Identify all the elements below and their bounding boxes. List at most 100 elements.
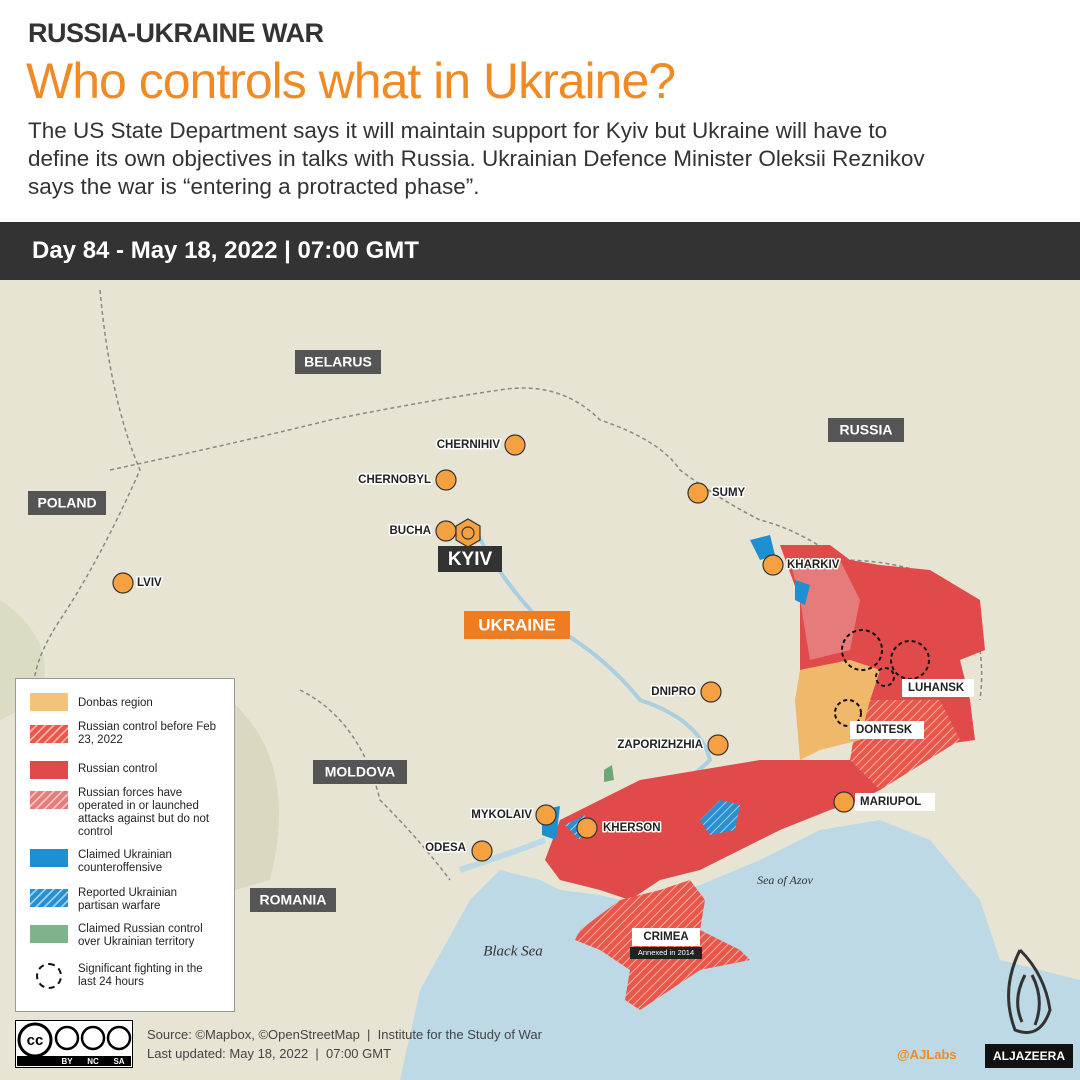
- legend-label: Russian control: [78, 763, 158, 775]
- description-line: The US State Department says it will mai…: [28, 118, 888, 143]
- label-box: [250, 888, 336, 912]
- country-label: RUSSIA: [840, 422, 893, 438]
- legend-swatch: [30, 889, 68, 907]
- legend-swatch: [30, 693, 68, 711]
- city-label: MYKOLAIV: [471, 809, 532, 821]
- handle: @AJLabs: [897, 1047, 957, 1062]
- fighting-circle: [875, 667, 895, 687]
- city-label: LVIV: [137, 577, 162, 589]
- description-line: define its own objectives in talks with …: [28, 146, 925, 171]
- legend-label: Claimed Russian control over Ukrainian t…: [78, 923, 203, 948]
- date-banner: Day 84 - May 18, 2022 | 07:00 GMT: [0, 222, 1080, 280]
- source: Source: ©Mapbox, ©OpenStreetMap | Instit…: [147, 1027, 542, 1042]
- last-updated: Last updated: May 18, 2022 | 07:00 GMT: [147, 1046, 392, 1061]
- license-term: NC: [87, 1057, 99, 1066]
- legend-swatch: [30, 761, 68, 779]
- city-dot: [687, 482, 709, 504]
- legend-label: Claimed Ukrainian counteroffensive: [78, 849, 172, 874]
- badge-icon: [80, 1025, 106, 1051]
- badge-icon: [54, 1025, 80, 1051]
- coast: [459, 837, 547, 873]
- label-box: [438, 546, 502, 572]
- city-dot: [471, 840, 493, 862]
- sea-label: Sea of Azov: [757, 873, 813, 887]
- badge-strip: [17, 1056, 131, 1066]
- fighting-circle: [841, 629, 883, 671]
- legend: Donbas region Russian control before Feb…: [15, 678, 235, 1012]
- city-dot: [707, 734, 729, 756]
- legend-label: Russian forces have operated in or launc…: [78, 787, 210, 838]
- city-label: LUHANSK: [908, 682, 965, 694]
- label-box: [632, 928, 700, 946]
- country-labels: BELARUS RUSSIA POLAND MOLDOVA ROMANIA UK…: [28, 350, 904, 912]
- label-box: [464, 611, 570, 639]
- brand: ALJAZEERA: [985, 1044, 1073, 1068]
- legend-label: Significant fighting in the last 24 hour…: [78, 963, 203, 988]
- city-label: KHARKIV: [787, 559, 840, 571]
- badge-circle: [17, 1022, 53, 1058]
- city-dot: [576, 817, 598, 839]
- legend-label: Russian control before Feb 23, 2022: [78, 721, 217, 746]
- license-term: SA: [113, 1057, 124, 1066]
- logo-shape: [1016, 974, 1041, 1026]
- country-label: ROMANIA: [260, 892, 327, 908]
- city-dot: [504, 434, 526, 456]
- city-dot: [762, 554, 784, 576]
- description-line: says the war is “entering a protracted p…: [28, 174, 480, 199]
- fighting-circle: [834, 699, 862, 727]
- city-dot: [435, 520, 457, 542]
- legend-swatch: [30, 725, 68, 743]
- city-label: CHERNIHIV: [437, 439, 501, 451]
- country-label: UKRAINE: [478, 615, 555, 634]
- cities: CHERNIHIV CHERNOBYL BUCHA KYIV LVIV SUMY…: [112, 434, 974, 862]
- label-box: [313, 760, 407, 784]
- country-label: MOLDOVA: [325, 764, 396, 780]
- city-label: SUMY: [712, 487, 746, 499]
- city-label: KHERSON: [603, 822, 661, 834]
- label-box: [28, 491, 106, 515]
- capital-dot: [461, 526, 475, 540]
- city-label: BUCHA: [389, 525, 431, 537]
- legend-swatch: [30, 849, 68, 867]
- city-dot: [112, 572, 134, 594]
- label-box: [850, 721, 924, 739]
- region-label: CRIMEA: [643, 931, 688, 943]
- city-label: DNIPRO: [651, 686, 696, 698]
- label-box: [855, 793, 935, 811]
- description: The US State Department says it will mai…: [28, 117, 925, 201]
- region-note: Annexed in 2014: [638, 948, 694, 957]
- city-dot: [700, 681, 722, 703]
- country-label: POLAND: [37, 495, 96, 511]
- headline: Who controls what in Ukraine?: [26, 53, 676, 109]
- license-badge: cc BY NC SA: [15, 1020, 133, 1068]
- label-box: [630, 947, 702, 959]
- claimed-russian-control: [604, 765, 614, 782]
- license-term: BY: [61, 1057, 73, 1066]
- country-label: BELARUS: [304, 354, 372, 370]
- city-dot: [435, 469, 457, 491]
- badge-label: cc: [27, 1032, 44, 1049]
- legend-swatch: [30, 791, 68, 809]
- label-box: [828, 418, 904, 442]
- legend-swatch: [36, 963, 62, 989]
- label-box: [295, 350, 381, 374]
- logo-emblem: [1007, 948, 1052, 1034]
- logo-shape: [1007, 948, 1052, 1034]
- city-label: DONTESK: [856, 724, 913, 736]
- kicker: RUSSIA-UKRAINE WAR: [28, 18, 324, 48]
- capital-label: KYIV: [448, 549, 493, 570]
- date: Day 84 - May 18, 2022 | 07:00 GMT: [32, 237, 419, 264]
- city-dot: [833, 791, 855, 813]
- partisan-warfare: [565, 800, 740, 840]
- city-label: MARIUPOL: [860, 796, 921, 808]
- city-label: ZAPORIZHZHIA: [617, 739, 703, 751]
- badge-icon: [106, 1025, 132, 1051]
- city-label: ODESA: [425, 842, 466, 854]
- sea-label: Black Sea: [483, 943, 543, 959]
- legend-swatch: [30, 925, 68, 943]
- label-box: [902, 679, 974, 697]
- legend-label: Donbas region: [78, 697, 153, 709]
- city-label: CHERNOBYL: [358, 474, 431, 486]
